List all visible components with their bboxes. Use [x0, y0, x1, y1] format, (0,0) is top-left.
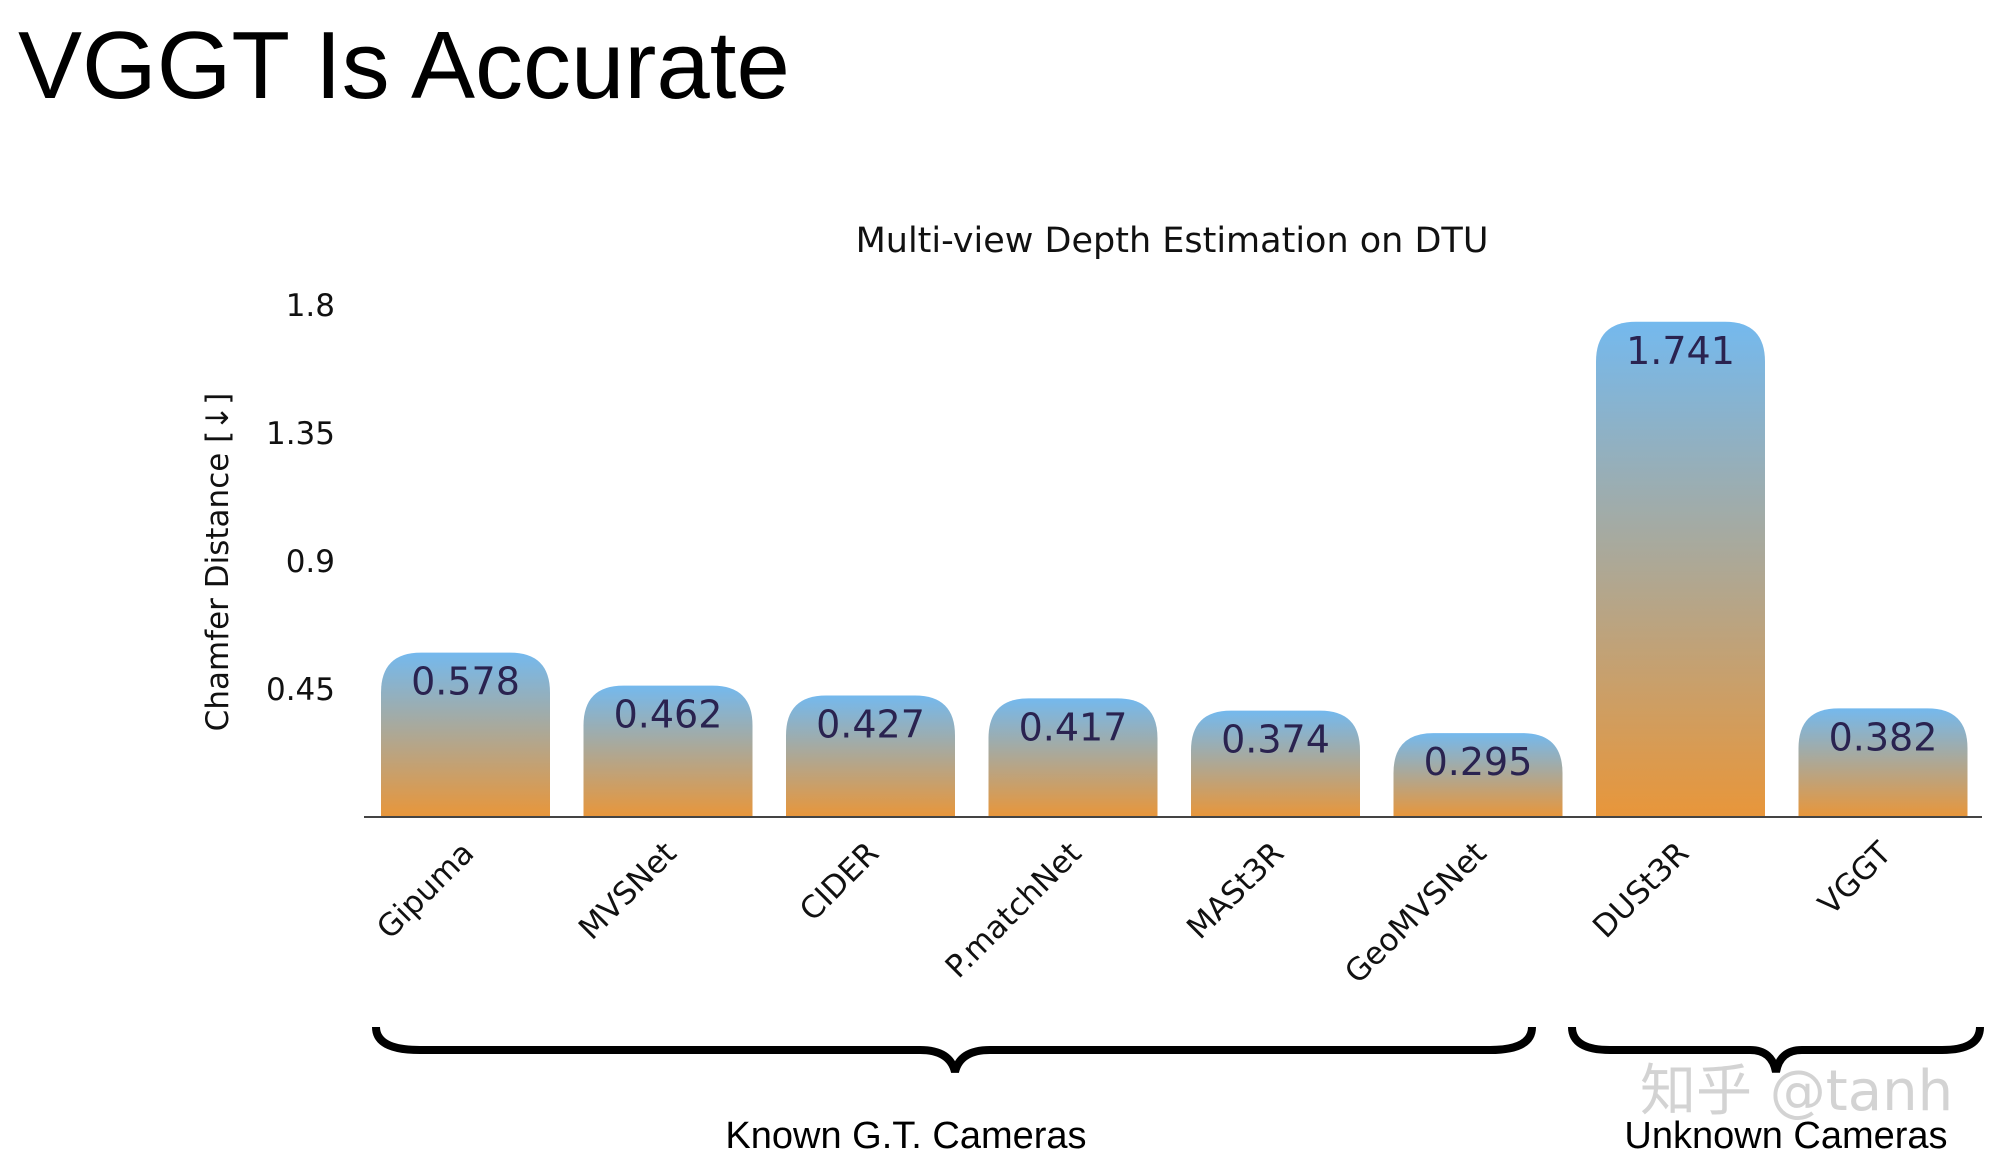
y-tick-label: 0.9	[286, 544, 335, 580]
bar-mvsnet	[583, 685, 753, 817]
bar-p-matchnet	[988, 698, 1158, 817]
bar-value-label: 0.374	[1221, 718, 1330, 762]
bar-gipuma	[381, 652, 550, 817]
y-tick-label: 1.8	[286, 288, 335, 324]
y-axis-label: Chamfer Distance [↓]	[200, 393, 236, 732]
bar-vggt	[1798, 708, 1968, 817]
x-tick-label: P.matchNet	[939, 835, 1089, 985]
bar-value-label: 0.417	[1019, 705, 1128, 749]
bar-cider	[786, 695, 955, 817]
slide-title: VGGT Is Accurate	[18, 12, 790, 119]
bar-value-label: 0.295	[1424, 740, 1533, 784]
bar-value-label: 0.382	[1829, 715, 1938, 759]
group-label-unknown: Unknown Cameras	[1624, 1115, 1947, 1157]
x-tick-label: CIDER	[793, 835, 886, 928]
bar-dust3r	[1596, 321, 1765, 817]
bar-mast3r	[1191, 710, 1360, 817]
bar-value-label: 0.462	[614, 693, 723, 737]
chart-title: Multi-view Depth Estimation on DTU	[856, 221, 1489, 261]
x-tick-label: DUSt3R	[1586, 835, 1696, 945]
bar-geomvsnet	[1393, 733, 1563, 817]
y-tick-label: 0.45	[266, 672, 335, 708]
x-tick-label: GeoMVSNet	[1338, 835, 1494, 991]
bar-value-label: 0.427	[816, 703, 925, 747]
y-tick-label: 1.35	[266, 416, 335, 452]
x-tick-label: MASt3R	[1180, 835, 1291, 946]
bar-value-label: 0.578	[411, 660, 520, 704]
x-tick-label: VGGT	[1812, 834, 1900, 922]
x-tick-label: MVSNet	[572, 835, 684, 947]
watermark: 知乎 @tanh	[1640, 1059, 1953, 1124]
unknown-cameras-brace-icon	[1568, 1026, 1984, 1073]
bar-value-label: 1.741	[1626, 329, 1735, 373]
group-label-known: Known G.T. Cameras	[725, 1115, 1086, 1157]
known-cameras-brace-icon	[372, 1026, 1536, 1074]
x-tick-label: Gipuma	[370, 835, 481, 946]
